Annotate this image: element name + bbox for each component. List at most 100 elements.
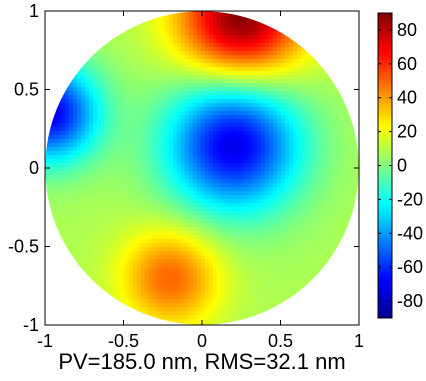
heatmap-cell <box>125 187 130 192</box>
heatmap-cell <box>249 183 254 188</box>
heatmap-cell <box>189 131 194 136</box>
heatmap-cell <box>149 91 154 96</box>
heatmap-cell <box>197 255 202 260</box>
heatmap-cell <box>229 219 234 224</box>
heatmap-cell <box>97 163 102 168</box>
heatmap-cell <box>161 215 166 220</box>
heatmap-cell <box>129 263 134 268</box>
heatmap-cell <box>285 35 290 40</box>
heatmap-cell <box>121 219 126 224</box>
heatmap-cell <box>189 143 194 148</box>
heatmap-cell <box>93 195 98 200</box>
heatmap-cell <box>197 259 202 264</box>
heatmap-cell <box>209 23 214 28</box>
heatmap-cell <box>205 183 210 188</box>
heatmap-cell <box>313 183 318 188</box>
heatmap-cell <box>277 63 282 68</box>
heatmap-cell <box>161 239 166 244</box>
heatmap-cell <box>161 295 166 300</box>
heatmap-cell <box>53 187 58 192</box>
heatmap-cell <box>225 235 230 240</box>
heatmap-cell <box>281 123 286 128</box>
heatmap-cell <box>333 231 338 236</box>
heatmap-cell <box>273 31 278 36</box>
heatmap-cell <box>133 75 138 80</box>
heatmap-cell <box>125 127 130 132</box>
heatmap-cell <box>161 127 166 132</box>
heatmap-cell <box>141 207 146 212</box>
heatmap-cell <box>153 91 158 96</box>
heatmap-cell <box>61 235 66 240</box>
heatmap-cell <box>157 19 162 24</box>
heatmap-cell <box>133 219 138 224</box>
heatmap-cell <box>101 275 106 280</box>
heatmap-cell <box>157 151 162 156</box>
heatmap-cell <box>101 271 106 276</box>
heatmap-cell <box>93 75 98 80</box>
heatmap-cell <box>93 251 98 256</box>
heatmap-cell <box>213 47 218 52</box>
heatmap-cell <box>245 87 250 92</box>
heatmap-cell <box>221 223 226 228</box>
heatmap-cell <box>181 275 186 280</box>
heatmap-cell <box>257 99 262 104</box>
heatmap-cell <box>53 111 58 116</box>
heatmap-cell <box>113 207 118 212</box>
heatmap-cell <box>253 95 258 100</box>
heatmap-cell <box>93 135 98 140</box>
heatmap-cell <box>81 135 86 140</box>
heatmap-cell <box>181 15 186 20</box>
heatmap-cell <box>205 219 210 224</box>
heatmap-cell <box>117 211 122 216</box>
heatmap-cell <box>305 211 310 216</box>
heatmap-cell <box>185 11 190 16</box>
heatmap-cell <box>161 139 166 144</box>
heatmap-cell <box>265 55 270 60</box>
heatmap-cell <box>233 75 238 80</box>
heatmap-cell <box>137 175 142 180</box>
heatmap-cell <box>193 303 198 308</box>
heatmap-cell <box>333 135 338 140</box>
heatmap-cell <box>265 251 270 256</box>
heatmap-cell <box>145 263 150 268</box>
heatmap-cell <box>137 303 142 308</box>
heatmap-cell <box>281 191 286 196</box>
heatmap-cell <box>113 55 118 60</box>
heatmap-cell <box>285 31 290 36</box>
heatmap-cell <box>277 71 282 76</box>
heatmap-cell <box>265 31 270 36</box>
heatmap-cell <box>213 159 218 164</box>
heatmap-cell <box>217 311 222 316</box>
heatmap-cell <box>117 251 122 256</box>
heatmap-cell <box>109 163 114 168</box>
heatmap-cell <box>349 127 354 132</box>
heatmap-cell <box>73 263 78 268</box>
heatmap-cell <box>77 163 82 168</box>
heatmap-cell <box>141 39 146 44</box>
heatmap-cell <box>109 259 114 264</box>
heatmap-cell <box>265 259 270 264</box>
heatmap-cell <box>157 271 162 276</box>
heatmap-cell <box>245 207 250 212</box>
heatmap-cell <box>197 79 202 84</box>
heatmap-cell <box>125 59 130 64</box>
heatmap-cell <box>129 183 134 188</box>
heatmap-cell <box>229 179 234 184</box>
heatmap-cell <box>129 119 134 124</box>
heatmap-cell <box>257 115 262 120</box>
heatmap-cell <box>309 211 314 216</box>
heatmap-cell <box>197 143 202 148</box>
heatmap-cell <box>249 103 254 108</box>
heatmap-cell <box>125 203 130 208</box>
heatmap-cell <box>333 179 338 184</box>
heatmap-cell <box>245 27 250 32</box>
heatmap-cell <box>265 127 270 132</box>
heatmap-cell <box>333 159 338 164</box>
heatmap-cell <box>245 155 250 160</box>
heatmap-cell <box>309 251 314 256</box>
heatmap-cell <box>313 223 318 228</box>
heatmap-cell <box>45 135 50 140</box>
heatmap-cell <box>237 239 242 244</box>
heatmap-cell <box>249 59 254 64</box>
heatmap-cell <box>189 83 194 88</box>
